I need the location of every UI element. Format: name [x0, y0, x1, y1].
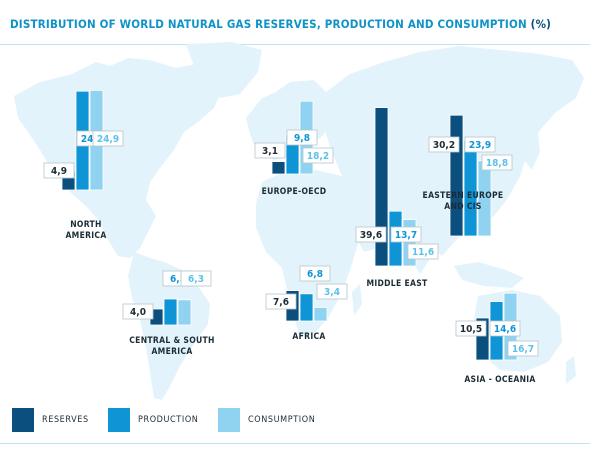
legend-swatch-consumption [218, 408, 240, 432]
value-label-asia-oceania-reserves: 10,5 [455, 320, 487, 337]
value-label-text: 24,9 [97, 134, 119, 145]
value-label-box [489, 320, 521, 337]
value-label-text: 11,6 [412, 247, 434, 258]
region-group-africa: 7,6 6,83,4 AFRICA [265, 265, 348, 342]
value-label-box [180, 270, 212, 287]
value-label-box [481, 154, 513, 171]
value-label-text: 9,8 [294, 133, 310, 144]
region-label-central-south-america: CENTRAL & SOUTH [129, 336, 214, 346]
value-label-africa-consumption: 3,4 [316, 283, 348, 300]
region-label-europe-oecd: EUROPE-OECD [262, 187, 327, 197]
value-label-box [254, 142, 286, 159]
value-label-eastern-europe-and-cis-reserves: 30,2 [428, 136, 460, 153]
value-label-text: 16,7 [512, 344, 534, 355]
bar-central-south-america-production [163, 298, 178, 326]
value-label-asia-oceania-production: 14,6 [489, 320, 521, 337]
bar-central-south-america-consumption [177, 299, 192, 326]
value-label-text: 3,1 [262, 146, 278, 157]
value-label-box [92, 130, 124, 147]
value-label-europe-oecd-consumption: 18,2 [302, 147, 334, 164]
bar-groups: 4,924,724,9NORTHAMERICA3,19,818,2EUROPE-… [43, 90, 539, 385]
value-label-eastern-europe-and-cis-consumption: 18,8 [481, 154, 513, 171]
region-label-africa: AFRICA [292, 332, 325, 342]
value-label-box [407, 243, 439, 260]
value-label-text: 6,5 [170, 274, 186, 285]
value-label-text: 24,7 [81, 134, 103, 145]
value-label-box [43, 162, 75, 179]
value-label-eastern-europe-and-cis-production: 23,9 [464, 136, 496, 153]
value-label-box [390, 226, 422, 243]
value-label-text: 30,2 [433, 140, 455, 151]
region-label-eastern-europe-and-cis: EASTERN EUROPE [423, 191, 504, 201]
value-label-box [302, 147, 334, 164]
region-group-asia-oceania: 10,5 14,6 16,7 ASIA - OCEANIA [455, 292, 539, 385]
bar-middle-east-reserves [374, 107, 389, 267]
region-label-north-america: NORTH [70, 220, 102, 230]
legend-label-reserves: RESERVES [42, 415, 89, 425]
value-label-central-south-america-consumption: 6,3 [180, 270, 212, 287]
bar-eastern-europe-and-cis-reserves [449, 114, 464, 237]
region-label-eastern-europe-and-cis: AND CIS [444, 202, 481, 212]
value-label-europe-oecd-production: 9,8 [286, 129, 318, 146]
value-label-box [299, 265, 331, 282]
region-group-middle-east: 39,6 13,7 11,6 MIDDLE EAST [355, 107, 439, 289]
value-label-text: 4,9 [51, 166, 67, 177]
value-label-text: 13,7 [395, 230, 417, 241]
value-label-text: 10,5 [460, 324, 482, 335]
bar-eastern-europe-and-cis-production [463, 139, 478, 237]
value-label-box [122, 303, 154, 320]
chart-title: DISTRIBUTION OF WORLD NATURAL GAS RESERV… [10, 17, 551, 31]
title-divider [0, 44, 590, 45]
value-label-box [455, 320, 487, 337]
value-label-north-america-reserves: 4,9 [43, 162, 75, 179]
value-label-central-south-america-reserves: 4,0 [122, 303, 154, 320]
value-label-text: 6,3 [188, 274, 204, 285]
legend-swatch-production [108, 408, 130, 432]
chart-title-text: DISTRIBUTION OF WORLD NATURAL GAS RESERV… [10, 17, 527, 31]
bar-africa-production [299, 293, 314, 322]
value-label-text: 14,6 [494, 324, 516, 335]
legend-label-production: PRODUCTION [138, 415, 199, 425]
value-label-box [265, 293, 297, 310]
value-label-europe-oecd-reserves: 3,1 [254, 142, 286, 159]
value-label-middle-east-production: 13,7 [390, 226, 422, 243]
value-label-text: 39,6 [360, 230, 382, 241]
region-label-central-south-america: AMERICA [151, 347, 192, 357]
legend-label-consumption: CONSUMPTION [248, 415, 316, 425]
value-label-text: 4,0 [130, 307, 146, 318]
value-label-text: 18,2 [307, 151, 329, 162]
value-label-text: 18,8 [486, 158, 508, 169]
region-label-north-america: AMERICA [65, 231, 106, 241]
bar-europe-oecd-reserves [271, 161, 286, 175]
value-label-box [316, 283, 348, 300]
region-label-middle-east: MIDDLE EAST [366, 279, 428, 289]
value-label-box [507, 340, 539, 357]
value-label-africa-reserves: 7,6 [265, 293, 297, 310]
footer-divider [0, 443, 590, 444]
region-group-europe-oecd: 3,1 9,8 18,2 EUROPE-OECD [254, 100, 334, 197]
value-label-text: 3,4 [324, 287, 340, 298]
value-label-middle-east-reserves: 39,6 [355, 226, 387, 243]
value-label-box [464, 136, 496, 153]
value-label-box [286, 129, 318, 146]
value-label-text: 7,6 [273, 297, 289, 308]
bar-africa-consumption [313, 306, 328, 322]
value-label-middle-east-consumption: 11,6 [407, 243, 439, 260]
value-label-asia-oceania-consumption: 16,7 [507, 340, 539, 357]
legend-swatch-reserves [12, 408, 34, 432]
value-label-north-america-consumption: 24,9 [92, 130, 124, 147]
value-label-africa-production: 6,8 [299, 265, 331, 282]
value-label-box [355, 226, 387, 243]
chart-title-unit: (%) [530, 17, 552, 31]
value-label-box [428, 136, 460, 153]
region-label-asia-oceania: ASIA - OCEANIA [464, 375, 535, 385]
value-label-text: 6,8 [307, 269, 323, 280]
value-label-text: 23,9 [469, 140, 491, 151]
